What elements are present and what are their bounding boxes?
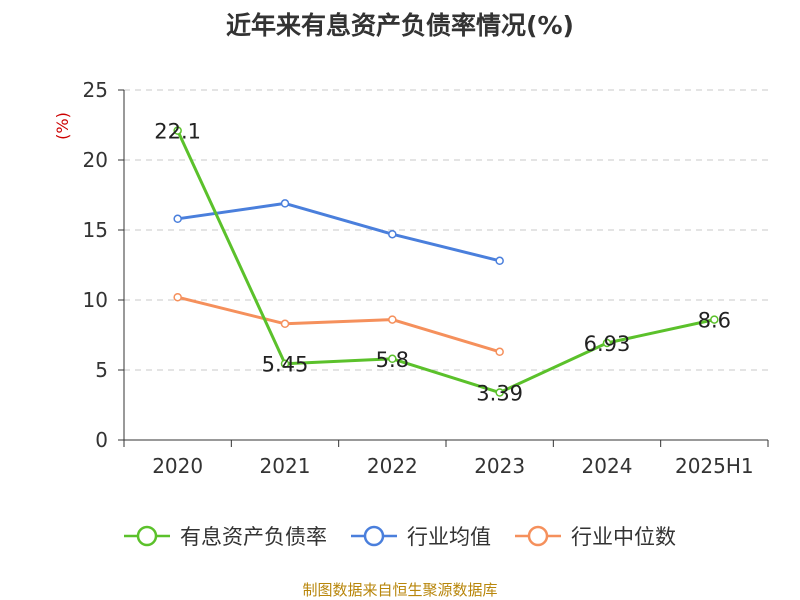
legend-item[interactable]: 有息资产负债率 xyxy=(124,521,327,551)
legend-marker-icon xyxy=(351,525,397,547)
y-tick-label: 20 xyxy=(83,148,108,172)
y-tick-label: 0 xyxy=(95,428,108,452)
legend-label: 行业中位数 xyxy=(571,525,676,549)
legend-label: 行业均值 xyxy=(407,525,491,549)
legend-marker-icon xyxy=(124,525,170,547)
data-label: 5.8 xyxy=(376,348,409,372)
x-tick-label: 2023 xyxy=(474,454,525,478)
series-line xyxy=(176,129,715,395)
data-label: 8.6 xyxy=(698,309,731,333)
chart-title: 近年来有息资产负债率情况(%) xyxy=(226,11,574,40)
data-point xyxy=(280,359,290,368)
data-point xyxy=(602,338,612,348)
y-axis-label: (%) xyxy=(53,112,72,140)
data-point xyxy=(280,199,290,208)
x-tick-label: 2022 xyxy=(367,454,418,478)
data-point xyxy=(495,388,504,397)
x-tick-label: 2021 xyxy=(260,454,311,478)
data-point xyxy=(495,347,504,357)
x-tick-label: 2020 xyxy=(152,454,203,478)
data-label: 3.39 xyxy=(476,382,523,406)
y-tick-label: 5 xyxy=(95,358,108,382)
y-tick-label: 25 xyxy=(83,78,108,102)
legend-marker-icon xyxy=(515,525,561,547)
data-label: 6.93 xyxy=(584,332,631,356)
legend-label: 有息资产负债率 xyxy=(180,525,327,549)
data-point xyxy=(280,319,290,329)
series-line xyxy=(177,295,501,354)
data-label: 22.1 xyxy=(154,120,201,144)
x-tick-label: 2025H1 xyxy=(675,454,754,478)
data-point xyxy=(173,214,182,224)
y-tick-label: 15 xyxy=(83,218,108,242)
data-point xyxy=(173,126,182,135)
data-point xyxy=(173,292,182,302)
series-line xyxy=(177,201,501,263)
data-point xyxy=(388,229,397,239)
y-tick-label: 10 xyxy=(83,288,108,312)
data-label: 5.45 xyxy=(262,353,309,377)
x-tick-label: 2024 xyxy=(582,454,633,478)
data-point xyxy=(495,256,504,266)
data-point xyxy=(710,315,719,324)
data-point xyxy=(388,354,397,364)
legend-item[interactable]: 行业均值 xyxy=(351,521,491,551)
legend-item[interactable]: 行业中位数 xyxy=(515,521,676,551)
data-point xyxy=(388,315,397,324)
legend: 有息资产负债率 行业均值 行业中位数 xyxy=(0,518,800,554)
source-note: 制图数据来自恒生聚源数据库 xyxy=(302,581,498,599)
